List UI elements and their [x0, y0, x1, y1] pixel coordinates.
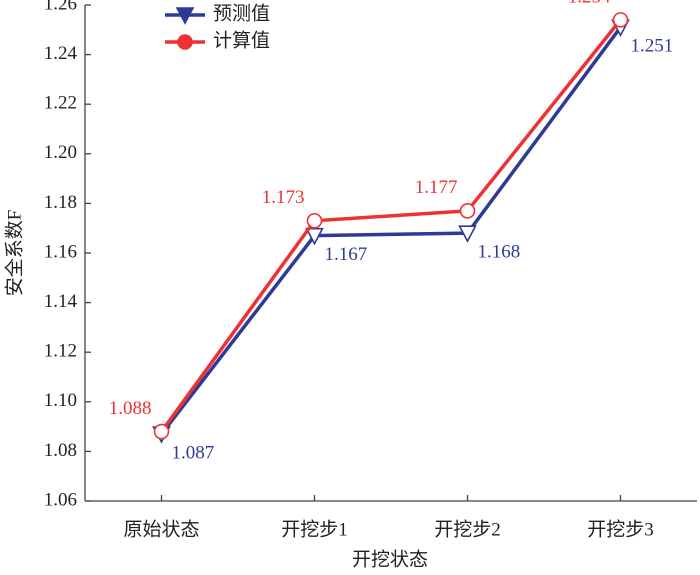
y-tick-label: 1.16 — [44, 241, 77, 262]
series-line — [160, 26, 622, 436]
x-tick-label: 开挖步3 — [587, 518, 654, 540]
data-label: 1.088 — [109, 398, 152, 419]
y-tick-label: 1.18 — [44, 192, 77, 213]
y-tick-label: 1.26 — [44, 0, 77, 14]
y-tick-label: 1.12 — [44, 341, 77, 362]
data-point — [153, 423, 170, 440]
y-tick-label: 1.06 — [44, 489, 77, 510]
y-tick-label: 1.20 — [44, 142, 77, 163]
y-tick-label: 1.08 — [44, 440, 77, 461]
data-label: 1.167 — [325, 244, 368, 265]
data-point — [305, 227, 324, 246]
data-label: 1.168 — [478, 242, 521, 263]
y-tick-label: 1.24 — [44, 43, 78, 64]
data-label: 1.173 — [262, 187, 305, 208]
data-point — [459, 203, 476, 219]
y-tick-label: 1.22 — [44, 93, 77, 114]
data-label: 1.177 — [415, 177, 458, 198]
data-point — [306, 212, 323, 229]
legend-label: 计算值 — [213, 29, 270, 51]
series-line — [160, 18, 622, 433]
data-point — [612, 12, 629, 28]
data-label: 1.254 — [568, 0, 611, 7]
legend-marker — [177, 34, 193, 50]
legend-label: 预测值 — [213, 2, 270, 24]
data-label: 1.087 — [172, 442, 215, 463]
x-tick-label: 原始状态 — [123, 518, 199, 540]
y-tick-label: 1.14 — [44, 291, 78, 312]
legend-marker — [175, 7, 195, 25]
x-tick-label: 开挖步2 — [434, 518, 501, 540]
data-label: 1.251 — [631, 36, 674, 57]
data-point — [458, 225, 477, 243]
x-tick-label: 开挖步1 — [281, 518, 348, 540]
x-axis-label: 开挖状态 — [352, 548, 428, 570]
y-axis-label: 安全系数F — [3, 210, 25, 297]
y-tick-label: 1.10 — [44, 390, 77, 411]
